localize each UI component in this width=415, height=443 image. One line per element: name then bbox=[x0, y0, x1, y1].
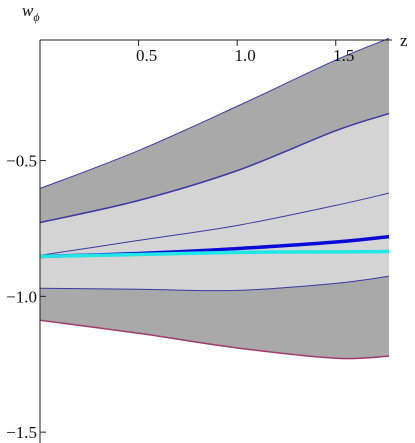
y-label-sub: ϕ bbox=[33, 10, 39, 24]
line bbox=[39, 112, 390, 224]
x-axis-label: z bbox=[400, 31, 408, 50]
line bbox=[39, 249, 390, 259]
y-tick-label: −0.5 bbox=[6, 152, 37, 171]
x-tick-label: 1.5 bbox=[333, 46, 354, 65]
line bbox=[39, 275, 390, 292]
plot-area bbox=[39, 37, 390, 360]
line bbox=[39, 37, 390, 190]
y-tick-label: −1.5 bbox=[6, 423, 37, 442]
x-tick-label: 1.0 bbox=[235, 46, 256, 65]
band bbox=[40, 113, 389, 291]
y-label-main: w bbox=[22, 1, 34, 20]
line bbox=[39, 319, 390, 360]
line bbox=[39, 192, 390, 256]
y-axis-label: wϕ bbox=[22, 1, 40, 24]
x-tick-label: 0.5 bbox=[136, 46, 157, 65]
y-tick-label: −1.0 bbox=[6, 287, 37, 306]
